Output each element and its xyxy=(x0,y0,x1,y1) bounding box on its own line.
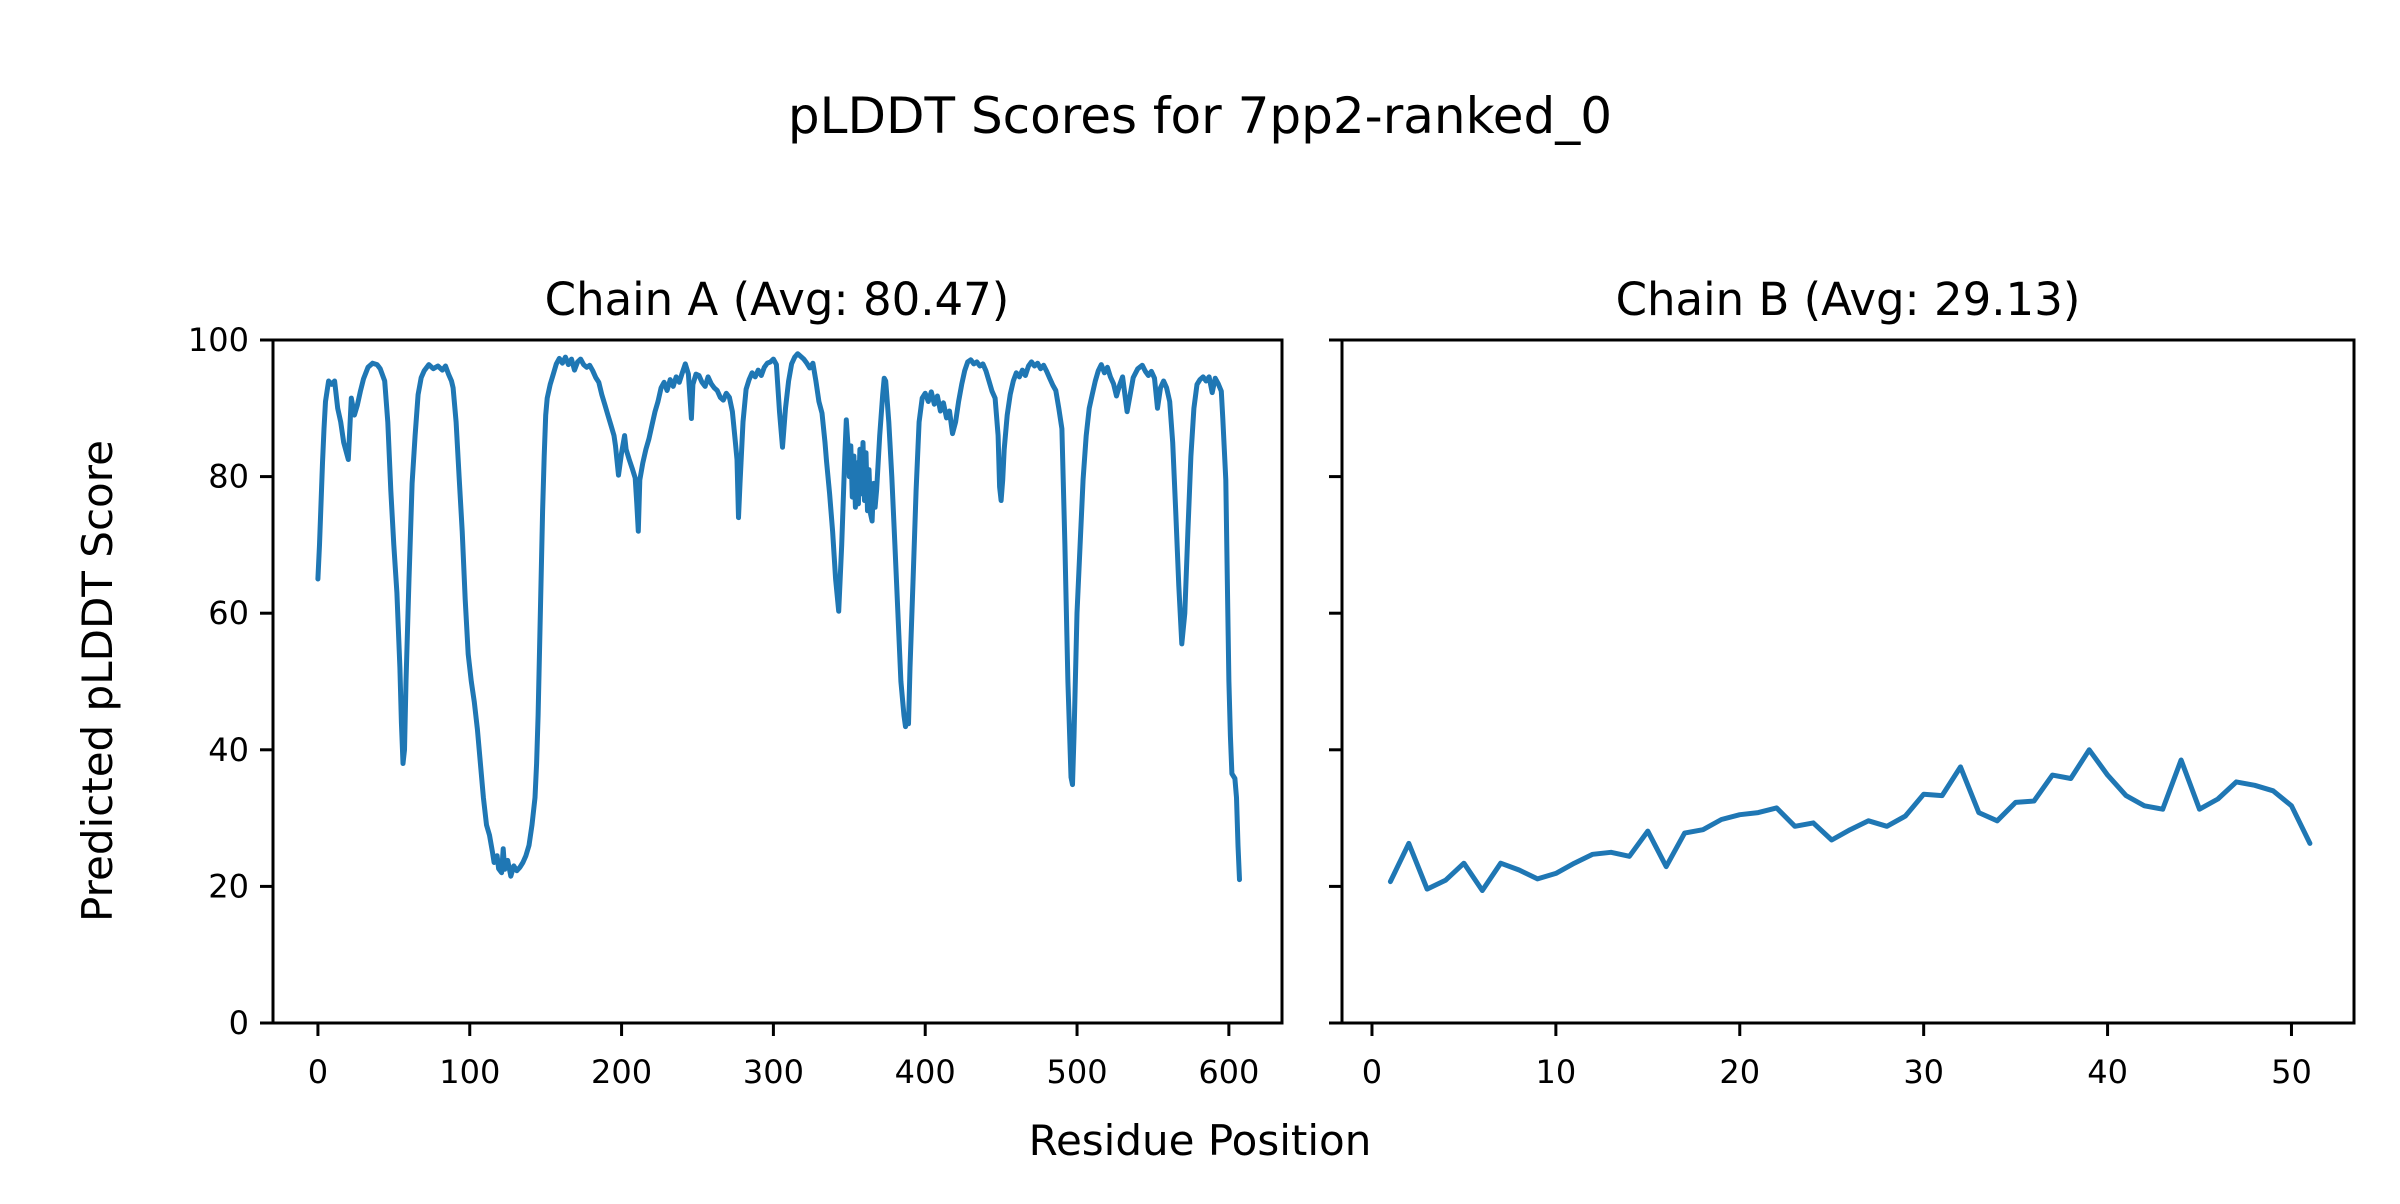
x-tick-label: 20 xyxy=(1719,1053,1760,1091)
x-tick-label: 100 xyxy=(439,1053,500,1091)
axes-frame xyxy=(1340,338,2356,1025)
x-tick-label: 200 xyxy=(591,1053,652,1091)
x-tick-label: 600 xyxy=(1198,1053,1259,1091)
y-tick-label: 60 xyxy=(208,594,249,632)
plddt-line xyxy=(315,351,1242,883)
y-tick-label: 100 xyxy=(188,321,249,359)
chain-a-axes: 0 100 200 300 400 500 600 0 20 40 60 80 100 xyxy=(188,321,1284,1091)
x-axis-label: Residue Position xyxy=(1029,1116,1372,1165)
axes-frame xyxy=(271,338,1284,1025)
x-tick-label: 0 xyxy=(1362,1053,1382,1091)
chain-b-title: Chain B (Avg: 29.13) xyxy=(1616,273,2081,326)
x-tick-label: 300 xyxy=(743,1053,804,1091)
figure-title: pLDDT Scores for 7pp2-ranked_0 xyxy=(788,87,1612,145)
y-tick-label: 40 xyxy=(208,731,249,769)
x-tick-label: 10 xyxy=(1536,1053,1577,1091)
x-tick-label: 30 xyxy=(1903,1053,1944,1091)
y-tick-label: 20 xyxy=(208,867,249,905)
y-tick-label: 0 xyxy=(229,1004,249,1042)
y-tick-label: 80 xyxy=(208,458,249,496)
x-tick-label: 500 xyxy=(1047,1053,1108,1091)
chain-a-title: Chain A (Avg: 80.47) xyxy=(545,273,1010,326)
x-tick-label: 40 xyxy=(2087,1053,2128,1091)
chain-b-axes: 0 10 20 30 40 50 xyxy=(1329,338,2356,1091)
x-tick-label: 50 xyxy=(2271,1053,2312,1091)
plddt-line xyxy=(1387,747,2313,893)
x-tick-label: 400 xyxy=(895,1053,956,1091)
x-tick-label: 0 xyxy=(308,1053,328,1091)
y-axis-label: Predicted pLDDT Score xyxy=(73,440,122,922)
